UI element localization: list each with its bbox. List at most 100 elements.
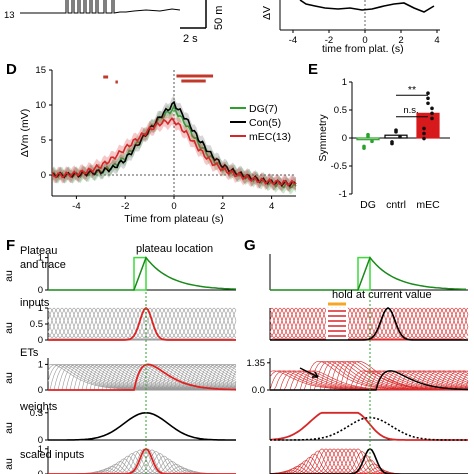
e-point bbox=[426, 96, 430, 101]
e-ylabel: Symmetry bbox=[317, 114, 329, 162]
g-scaled-curve bbox=[270, 456, 468, 474]
panel-label-f: F bbox=[6, 237, 15, 254]
d-ytick-label: 10 bbox=[35, 100, 46, 111]
g-scaled-curve bbox=[270, 468, 468, 474]
f-input-highlight bbox=[48, 306, 236, 341]
e-point bbox=[430, 106, 434, 111]
d-xtick-label: 4 bbox=[269, 201, 274, 212]
e-point bbox=[394, 128, 398, 132]
g-scaled-curve bbox=[270, 463, 468, 474]
row-label: 13 bbox=[4, 10, 15, 21]
e-point bbox=[362, 144, 366, 149]
g-scaled-curve bbox=[270, 465, 468, 474]
f-scaled-curve bbox=[48, 448, 236, 474]
g-et-highlight bbox=[270, 370, 468, 391]
panel-label-d: D bbox=[6, 61, 17, 78]
e-point bbox=[398, 135, 402, 139]
e-point bbox=[422, 136, 426, 141]
e-point bbox=[426, 91, 430, 95]
chart-e: -1 -0.5 0 0.5 1 Symmetry DG cntrl mEC n.s. ** bbox=[317, 77, 450, 211]
e-ytick-label: -1 bbox=[339, 189, 347, 200]
f-row1-ytick-label: 0 bbox=[38, 285, 43, 296]
f-scaled-curve bbox=[48, 450, 236, 474]
g-scaled-curve bbox=[270, 460, 468, 474]
f-row3-ytick-label: 1 bbox=[38, 359, 43, 370]
f-row-title: ETs bbox=[20, 347, 39, 359]
e-category-label: DG bbox=[360, 199, 376, 211]
f-scaled-curve bbox=[48, 449, 236, 474]
g-scaled-curve bbox=[270, 450, 468, 474]
g-hold-annotation: hold at current value bbox=[332, 289, 432, 301]
d-legend-label: Con(5) bbox=[249, 117, 281, 129]
f-et-highlight bbox=[48, 363, 237, 391]
e-point bbox=[370, 139, 374, 144]
g-scaled-curve bbox=[270, 463, 468, 474]
e-point bbox=[430, 116, 434, 121]
e-ytick-label: 1 bbox=[342, 77, 347, 88]
top-right-xtick-label: -4 bbox=[289, 35, 297, 46]
g-hold-window bbox=[326, 308, 348, 340]
f-input-curve bbox=[48, 320, 237, 341]
top-left-trace: 13 2 s 50 m bbox=[4, 0, 225, 45]
e-bar bbox=[356, 137, 380, 141]
top-right-xtick-label: -2 bbox=[325, 35, 333, 46]
panel-label-e: E bbox=[308, 61, 318, 78]
f-scaled-curve bbox=[48, 450, 236, 474]
f-scaled-curve bbox=[48, 449, 236, 474]
e-annotation-ns: n.s. bbox=[403, 105, 418, 116]
g-input-highlight bbox=[270, 307, 468, 341]
d-series-line bbox=[51, 116, 297, 187]
f-ylabel: au bbox=[3, 322, 15, 334]
f-trace bbox=[48, 256, 237, 291]
f-row2-ytick-label: 0.5 bbox=[30, 319, 43, 330]
f-scaled-curve bbox=[48, 448, 236, 474]
d-series-band bbox=[52, 95, 296, 193]
d-series-band bbox=[52, 112, 296, 192]
top-right-xlabel: time from plat. (s) bbox=[322, 43, 404, 55]
d-ytick-label: 5 bbox=[41, 135, 46, 146]
f-row4-ytick-label: 0 bbox=[38, 435, 43, 446]
f-ylabel: au bbox=[3, 422, 15, 434]
top-right-trace bbox=[299, 0, 435, 13]
f-row-title: inputs bbox=[20, 297, 50, 309]
e-ytick-label: -0.5 bbox=[331, 161, 347, 172]
f-row5-ytick-label: 1 bbox=[38, 444, 43, 455]
f-row-title: scaled inputs bbox=[20, 449, 85, 461]
f-scaled-curve bbox=[48, 453, 236, 474]
g-scaled-curve bbox=[270, 453, 468, 474]
panel-g: 0.0 1.35 hold at current value bbox=[247, 254, 469, 474]
e-category-label: cntrl bbox=[386, 199, 406, 211]
f-scaled-highlight bbox=[48, 447, 236, 474]
d-xtick-label: 0 bbox=[171, 201, 176, 212]
g-scaled-highlight bbox=[270, 447, 468, 474]
e-ytick-label: 0 bbox=[342, 133, 347, 144]
spike-trace bbox=[20, 0, 181, 14]
e-point bbox=[422, 131, 426, 136]
g-arrow bbox=[299, 367, 319, 378]
e-category-label: mEC bbox=[416, 199, 440, 211]
f-weights bbox=[48, 411, 236, 441]
d-legend-label: mEC(13) bbox=[249, 131, 291, 143]
e-point bbox=[390, 140, 394, 144]
d-ytick-label: 15 bbox=[35, 65, 46, 76]
g-trace bbox=[270, 256, 467, 291]
e-point bbox=[422, 126, 426, 131]
scale-y-label: 50 m bbox=[213, 6, 225, 30]
top-right-xtick-label: 4 bbox=[434, 35, 439, 46]
top-right-ylabel: ΔV bbox=[261, 6, 273, 20]
f-row2-ytick-label: 0 bbox=[38, 335, 43, 346]
e-annotation-sig: ** bbox=[408, 84, 416, 96]
g-weights-new bbox=[269, 411, 468, 441]
f-plateau-annotation: plateau location bbox=[136, 243, 213, 255]
g-row3-ytick-label: 1.35 bbox=[247, 358, 266, 369]
g-scaled-curve bbox=[270, 451, 468, 474]
top-right-xtick-label: 0 bbox=[362, 35, 367, 46]
f-row1-ytick-label: 1 bbox=[38, 253, 43, 264]
d-xtick-label: -2 bbox=[121, 201, 129, 212]
f-row2-ytick-label: 1 bbox=[38, 303, 43, 314]
g-scaled-curve bbox=[270, 459, 468, 474]
d-series-line bbox=[51, 100, 297, 188]
panel-label-g: G bbox=[244, 237, 256, 254]
